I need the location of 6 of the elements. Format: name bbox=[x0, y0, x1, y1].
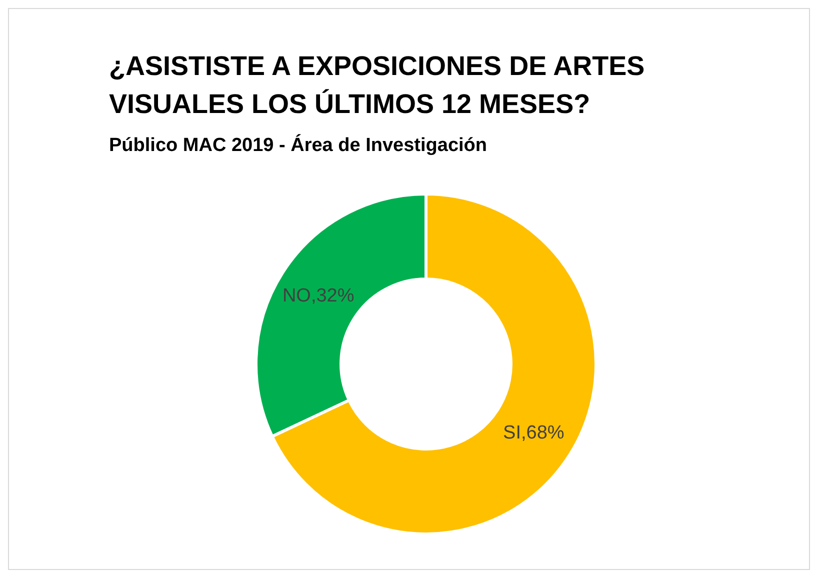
chart-subtitle: Público MAC 2019 - Área de Investigación bbox=[109, 135, 487, 157]
slice-label: NO bbox=[282, 285, 311, 306]
chart-title: ¿ASISTISTE A EXPOSICIONES DE ARTES VISUALES LOS ÚLTIMOS 12 MESES? bbox=[109, 50, 646, 121]
slice-label: SI bbox=[503, 422, 521, 443]
data-label: ,68% bbox=[520, 422, 564, 443]
data-label: ,32% bbox=[310, 285, 354, 306]
